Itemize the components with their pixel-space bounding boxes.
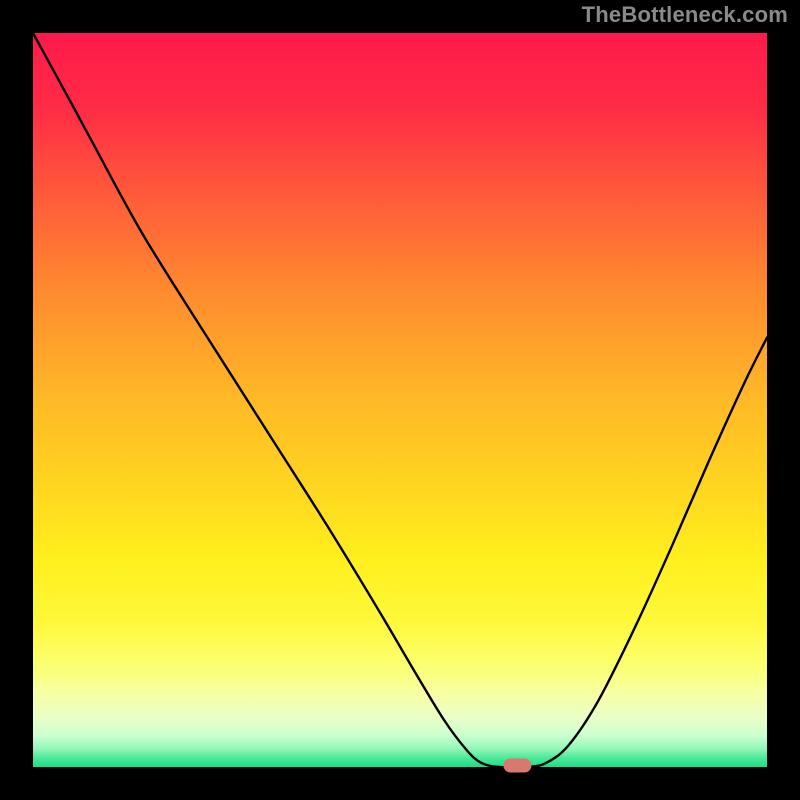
bottleneck-chart — [0, 0, 800, 800]
watermark-text: TheBottleneck.com — [582, 2, 788, 28]
optimum-marker — [503, 759, 531, 773]
gradient-background — [33, 33, 767, 767]
